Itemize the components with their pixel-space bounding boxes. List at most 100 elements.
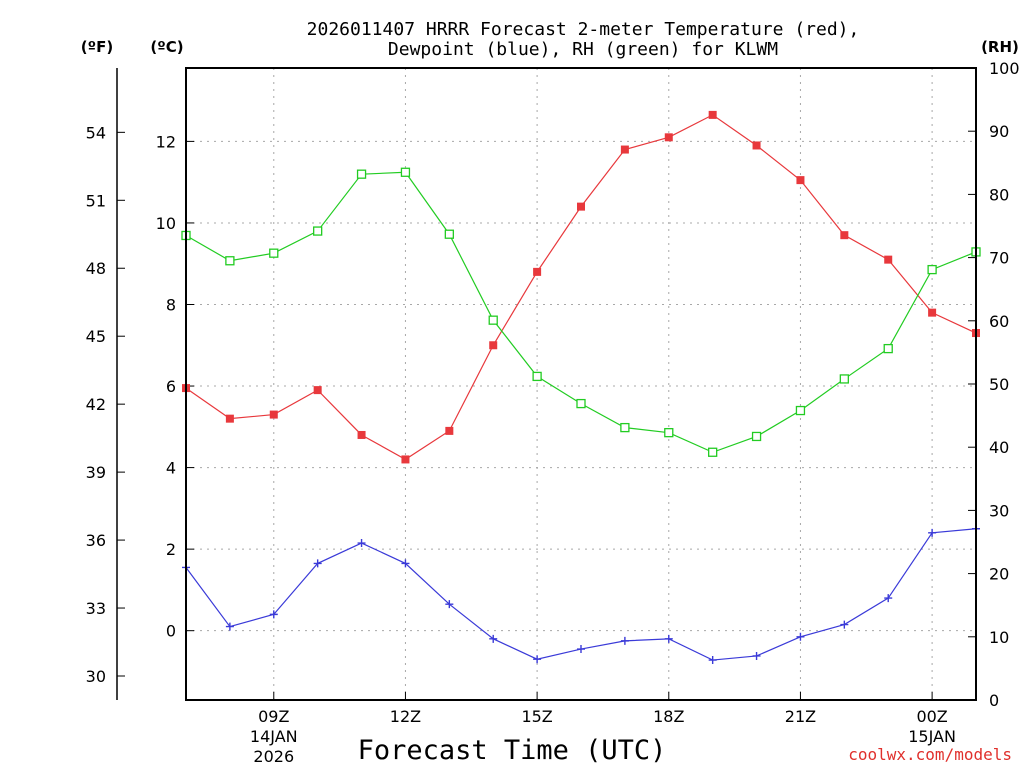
rh-point	[532, 371, 542, 382]
x-tick-date-label: 14JAN	[250, 727, 298, 746]
source-credit: coolwx.com/models	[848, 745, 1012, 764]
rh-point	[664, 428, 674, 438]
dewpoint-point	[708, 656, 717, 665]
fahrenheit-tick-label: 45	[86, 327, 106, 346]
x-axis-label: Forecast Time (UTC)	[358, 735, 667, 766]
temperature-point	[577, 202, 585, 211]
celsius-tick-label: 2	[166, 540, 176, 559]
x-tick-label: 00Z	[916, 707, 947, 726]
temperature-point	[269, 410, 278, 419]
rh-point	[313, 226, 323, 236]
rh-point	[883, 343, 893, 354]
temperature-point	[884, 255, 893, 264]
rh-point	[576, 398, 586, 409]
dewpoint-point	[445, 600, 454, 609]
rh-point	[488, 315, 498, 325]
x-tick-label: 15Z	[521, 707, 552, 726]
rh-line	[185, 171, 977, 453]
data-series	[181, 110, 981, 665]
rh-point	[795, 405, 806, 416]
temperature-point	[533, 267, 542, 276]
celsius-tick-label: 4	[166, 459, 176, 478]
dewpoint-point	[664, 634, 673, 643]
temperature-point	[620, 145, 629, 154]
grid-lines	[186, 68, 976, 700]
temperature-point	[840, 231, 849, 240]
fahrenheit-tick-label: 51	[86, 191, 106, 210]
temperature-point	[664, 133, 673, 142]
fahrenheit-tick-label: 33	[86, 599, 106, 618]
rh-tick-label: 0	[989, 691, 999, 710]
rh-point	[751, 431, 762, 442]
rh-tick-label: 40	[989, 438, 1009, 457]
temperature-point	[445, 426, 454, 435]
rh-point	[225, 256, 235, 266]
rh-tick-label: 50	[989, 375, 1009, 394]
dewpoint-point	[269, 610, 278, 619]
rh-tick-label: 10	[989, 628, 1009, 647]
rh-tick-label: 20	[989, 565, 1009, 584]
x-tick-year-label: 2026	[253, 747, 294, 766]
celsius-tick-label: 10	[156, 214, 176, 233]
rh-point	[444, 229, 454, 239]
chart-subtitle: Dewpoint (blue), RH (green) for KLWM	[388, 39, 778, 60]
rh-point	[927, 264, 937, 275]
x-tick-label: 09Z	[258, 707, 289, 726]
chart-title: 2026011407 HRRR Forecast 2-meter Tempera…	[307, 19, 860, 40]
dewpoint-point	[840, 620, 849, 629]
celsius-tick-label: 12	[156, 132, 176, 151]
dewpoint-point	[401, 559, 410, 568]
temperature-point	[752, 141, 761, 150]
x-tick-label: 12Z	[390, 707, 421, 726]
x-tick-label: 21Z	[785, 707, 816, 726]
temperature-point	[313, 386, 322, 395]
rh-tick-label: 30	[989, 501, 1009, 520]
fahrenheit-tick-label: 39	[86, 463, 106, 482]
celsius-axis-unit: (ºC)	[150, 38, 183, 56]
fahrenheit-tick-label: 36	[86, 531, 106, 550]
x-tick-label: 18Z	[653, 707, 684, 726]
rh-point	[839, 374, 849, 384]
temperature-point	[928, 308, 937, 317]
rh-point	[620, 422, 630, 433]
temperature-point	[708, 110, 717, 119]
rh-tick-label: 60	[989, 312, 1009, 331]
rh-tick-label: 100	[989, 59, 1020, 78]
rh-tick-label: 80	[989, 185, 1009, 204]
fahrenheit-tick-label: 42	[86, 395, 106, 414]
fahrenheit-tick-label: 54	[86, 123, 106, 142]
rh-point	[356, 169, 367, 179]
dewpoint-point	[796, 632, 805, 641]
celsius-tick-label: 6	[166, 377, 176, 396]
temperature-point	[489, 341, 498, 350]
fahrenheit-tick-label: 48	[86, 259, 106, 278]
dewpoint-line	[185, 528, 977, 661]
rh-point	[708, 447, 718, 457]
dewpoint-point	[533, 655, 542, 664]
plot-frame	[185, 67, 977, 701]
temperature-point	[796, 176, 805, 185]
dewpoint-point	[620, 636, 629, 645]
rh-point	[269, 248, 279, 258]
x-tick-date-label: 15JAN	[908, 727, 956, 746]
dewpoint-point	[225, 622, 234, 631]
dewpoint-point	[928, 528, 937, 537]
dewpoint-point	[577, 645, 585, 654]
celsius-tick-label: 0	[166, 622, 176, 641]
temperature-point	[401, 455, 410, 464]
dewpoint-point	[357, 539, 366, 548]
dewpoint-point	[884, 594, 893, 603]
celsius-tick-label: 8	[166, 295, 176, 314]
temperature-point	[225, 414, 234, 423]
fahrenheit-axis-unit: (ºF)	[81, 38, 113, 56]
dewpoint-point	[752, 651, 761, 660]
rh-tick-label: 70	[989, 249, 1009, 268]
fahrenheit-tick-label: 30	[86, 667, 106, 686]
rh-axis-unit: (RH)	[981, 38, 1019, 56]
rh-tick-label: 90	[989, 122, 1009, 141]
dewpoint-point	[489, 634, 498, 643]
rh-point	[400, 167, 411, 177]
dewpoint-point	[313, 559, 322, 568]
